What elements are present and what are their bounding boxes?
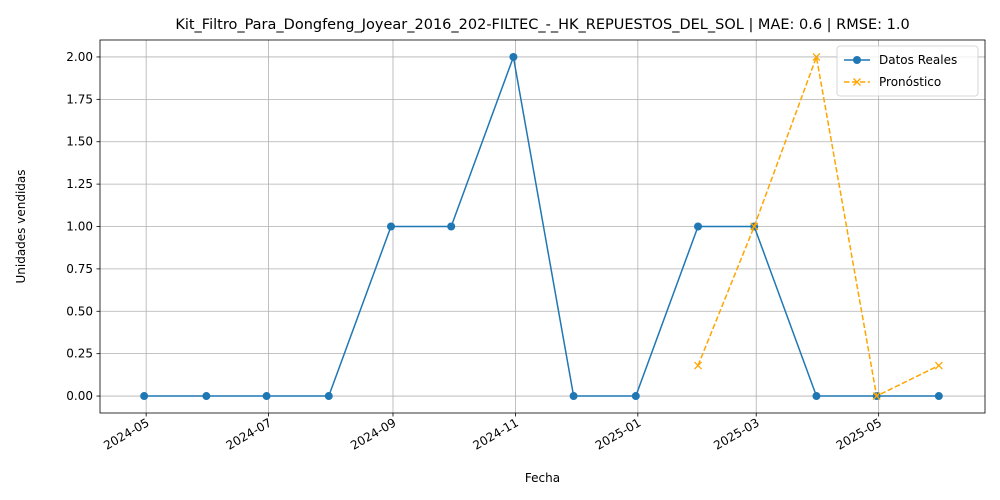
y-tick-label: 1.00 <box>66 220 93 234</box>
data-point <box>694 222 703 231</box>
data-point <box>509 52 518 61</box>
x-axis-label: Fecha <box>525 471 560 485</box>
data-point <box>812 52 821 61</box>
data-point <box>694 361 702 370</box>
y-tick-label: 2.00 <box>66 50 93 64</box>
legend-marker <box>853 78 861 86</box>
data-point <box>569 392 578 401</box>
data-point <box>750 222 759 231</box>
data-point <box>324 392 333 401</box>
legend-item: Pronóstico <box>844 75 941 89</box>
chart-title: Kit_Filtro_Para_Dongfeng_Joyear_2016_202… <box>175 17 909 33</box>
y-tick-label: 0.00 <box>66 389 93 403</box>
y-axis-label: Unidades vendidas <box>14 169 28 283</box>
legend-label: Pronóstico <box>879 75 941 89</box>
legend-box <box>836 45 979 97</box>
data-point <box>262 392 271 401</box>
data-point <box>934 392 943 401</box>
legend-item: Datos Reales <box>844 53 957 67</box>
data-point <box>447 222 456 231</box>
y-tick-label: 0.25 <box>66 347 93 361</box>
data-point <box>140 392 149 401</box>
data-point <box>631 392 640 401</box>
data-point <box>202 392 211 401</box>
series-line-2 <box>697 56 940 397</box>
y-tick-label: 0.50 <box>66 304 93 318</box>
series-layer <box>140 52 943 401</box>
y-tick-label: 1.25 <box>66 177 93 191</box>
legend: Datos Reales Pronóstico <box>836 45 979 97</box>
y-tick-label: 0.75 <box>66 262 93 276</box>
y-tick-label: 1.50 <box>66 135 93 149</box>
legend-marker <box>853 56 861 64</box>
legend-label: Datos Reales <box>879 53 957 67</box>
data-point <box>386 222 395 231</box>
y-tick-label: 1.75 <box>66 92 93 106</box>
data-point <box>934 361 943 370</box>
series-line-1 <box>144 56 939 397</box>
data-point <box>812 392 821 401</box>
data-point <box>872 392 881 401</box>
